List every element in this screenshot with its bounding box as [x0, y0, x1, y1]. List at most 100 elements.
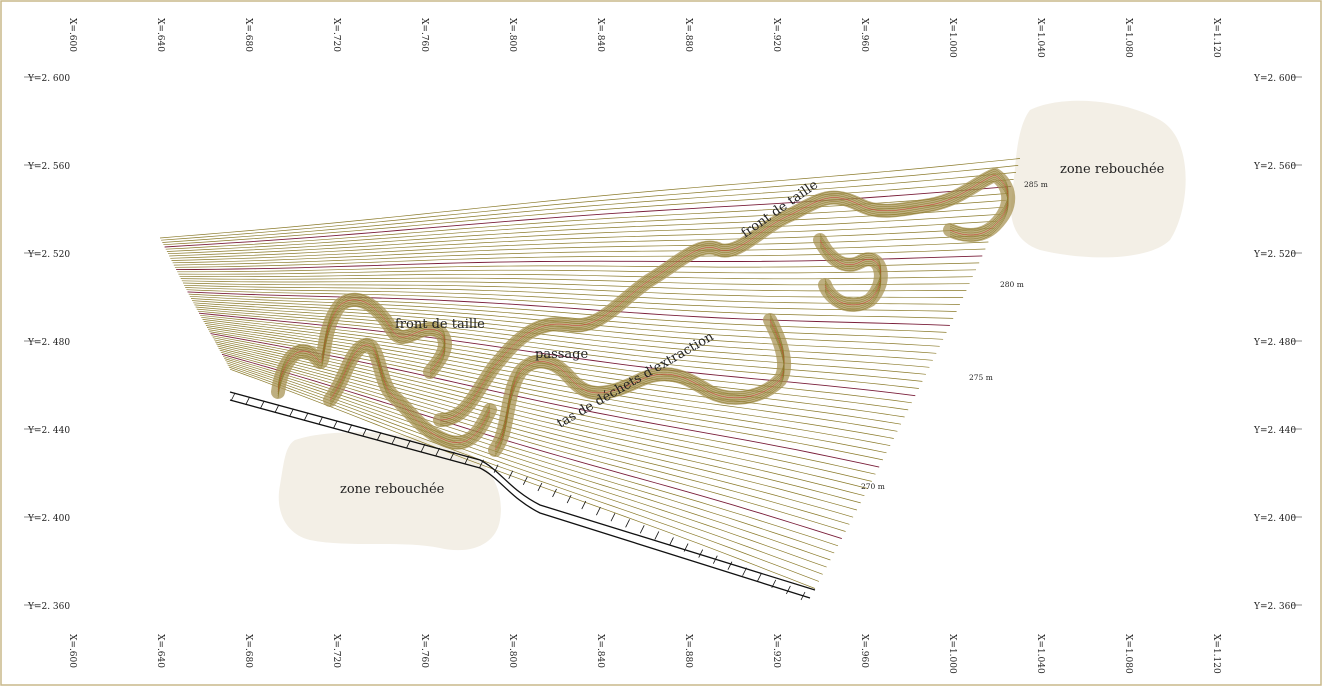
scarp-hatch — [449, 451, 455, 461]
scarp-hatch — [552, 488, 557, 498]
scarp-hatch — [756, 573, 762, 582]
scarp-hatch — [596, 506, 601, 516]
x-label-top: X=.720 — [331, 18, 341, 52]
contour-line — [224, 358, 835, 554]
quarry-contour — [439, 172, 1009, 419]
quarry-contour — [329, 348, 491, 447]
quarry-contour — [439, 174, 1009, 421]
y-label-right: Y=2. 520 — [1253, 250, 1296, 260]
contour-line — [195, 306, 926, 375]
scarp-hatch — [581, 500, 587, 510]
quarry-contour — [494, 313, 785, 445]
contour-line — [186, 289, 954, 319]
scarp-hatch — [332, 420, 338, 429]
y-label-left: Y=2. 440 — [27, 426, 70, 436]
contour-line — [217, 345, 857, 511]
y-label-right: Y=2. 400 — [1253, 514, 1296, 524]
x-label-bottom: X=.680 — [243, 634, 253, 668]
contour-line — [220, 351, 846, 532]
contour-line — [223, 356, 839, 547]
contour-line — [167, 206, 1004, 255]
quarry-contour — [494, 315, 785, 447]
quarry-contour — [494, 323, 785, 455]
x-label-top: X=1.000 — [947, 18, 957, 58]
x-label-bottom: X=.800 — [507, 634, 517, 668]
quarry-contour — [819, 239, 882, 306]
contour-line — [174, 248, 986, 268]
scarp-hatch — [274, 404, 280, 413]
altitude-280-label: 280 m — [1000, 280, 1024, 289]
contour-line — [161, 165, 1019, 241]
zone-rebouchee-right-shape — [1010, 100, 1186, 258]
scarp-hatch — [391, 436, 397, 445]
scarp-hatch — [698, 549, 704, 558]
x-label-top: X=1.040 — [1035, 18, 1045, 58]
scarp-hatch — [786, 585, 791, 595]
y-label-right: Y=2. 360 — [1253, 602, 1296, 612]
scarp-hatch — [639, 525, 645, 534]
scarp-hatch — [420, 443, 426, 453]
front-de-taille-left-label: front de taille — [395, 317, 485, 332]
contour-line — [193, 302, 933, 361]
quarry-contour — [277, 303, 446, 397]
quarry-contour — [329, 342, 491, 441]
quarry-contour — [329, 344, 491, 443]
quarry-contour — [277, 297, 446, 391]
contour-line — [187, 291, 950, 326]
x-label-top: X=.880 — [683, 18, 693, 52]
contour-line — [159, 158, 1021, 239]
scarp-hatch — [318, 416, 324, 425]
y-axis-left: Y=2. 600 Y=2. 560 Y=2. 520 Y=2. 480 Y=2.… — [27, 74, 70, 612]
zone-rebouchee-left-label: zone rebouchée — [340, 482, 445, 497]
x-label-bottom: X=.840 — [595, 634, 605, 668]
x-label-bottom: X=.760 — [419, 634, 429, 668]
y-label-right: Y=2. 440 — [1253, 426, 1296, 436]
quarry-contour — [277, 299, 446, 393]
scarp-hatch — [376, 432, 382, 441]
scarp-hatch — [303, 412, 309, 421]
scarp-edge — [229, 391, 816, 601]
contour-line — [163, 179, 1014, 246]
scarp-hatch — [289, 408, 294, 417]
altitude-275-label: 275 m — [969, 373, 993, 382]
contour-line — [170, 220, 998, 259]
scarp-hatch — [669, 537, 674, 546]
scarp-hatch — [362, 428, 367, 437]
scarp-hatch — [800, 591, 806, 601]
scarp-hatch — [435, 447, 440, 457]
quarry-contour — [277, 295, 446, 389]
scarp-line-bottom — [229, 399, 811, 599]
quarry-contour — [494, 319, 785, 451]
x-label-top: X=.760 — [419, 18, 429, 52]
x-axis-bottom: X=.600 X=.640 X=.680 X=.720 X=.760 X=.80… — [67, 634, 1221, 674]
x-label-top: X=.840 — [595, 18, 605, 52]
scarp-hatch — [625, 519, 630, 528]
contour-line — [221, 353, 842, 540]
quarry-contour — [439, 180, 1009, 427]
scarp-hatch — [259, 400, 265, 410]
quarry-contour — [819, 237, 882, 304]
quarry-contour — [277, 301, 446, 395]
quarry-contour — [819, 245, 882, 312]
contour-line — [171, 227, 995, 261]
quarry-contour — [439, 176, 1009, 423]
x-label-bottom: X=1.040 — [1035, 634, 1045, 674]
quarry-contour — [329, 346, 491, 445]
zone-rebouchee-right-label: zone rebouchée — [1060, 162, 1165, 177]
x-label-bottom: X=1.000 — [947, 634, 957, 674]
y-label-left: Y=2. 600 — [27, 74, 70, 84]
quarry-contour — [819, 241, 882, 308]
quarry-contour — [819, 243, 882, 310]
zone-rebouchee-left-shape — [278, 432, 501, 551]
y-axis-right: Y=2. 600 Y=2. 560 Y=2. 520 Y=2. 480 Y=2.… — [1253, 74, 1296, 612]
x-label-top: X=.640 — [155, 18, 165, 52]
x-label-bottom: X=.920 — [771, 634, 781, 668]
quarry-contour — [819, 233, 882, 300]
quarry-contour — [329, 350, 491, 449]
x-label-top: X=.920 — [771, 18, 781, 52]
quarry-fronts — [271, 167, 1016, 457]
scarp-hatch — [406, 440, 411, 449]
quarry-contour — [494, 321, 785, 453]
quarry-contour — [494, 325, 785, 457]
